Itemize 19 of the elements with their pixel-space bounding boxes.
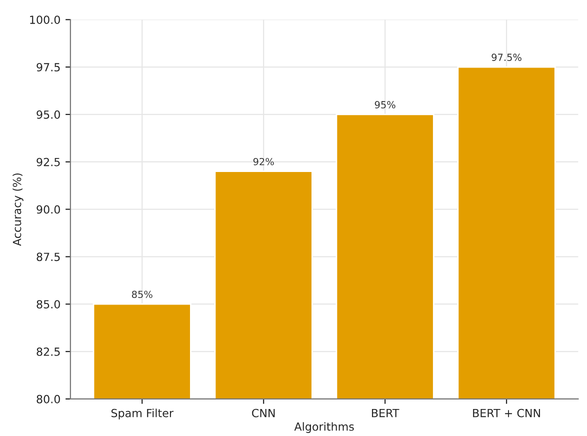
x-tick-label: BERT	[372, 409, 400, 418]
y-tick-label: 97.5	[36, 63, 60, 72]
data-label: 92%	[253, 158, 274, 166]
y-axis-title: Accuracy (%)	[12, 173, 24, 246]
y-tick-label: 95.0	[36, 110, 60, 119]
data-label: 85%	[132, 290, 152, 298]
y-tick-label: 80.0	[36, 394, 60, 404]
x-axis-title: Algorithms	[294, 422, 354, 433]
y-tick-label: 82.5	[36, 348, 60, 356]
data-label: 95%	[374, 101, 396, 108]
y-tick-label: 92.5	[36, 158, 60, 166]
x-tick-label: Spam Filter	[111, 408, 174, 420]
data-label: 97.5%	[492, 54, 522, 61]
y-tick-label: 87.5	[36, 252, 60, 262]
y-tick-label: 100.0	[30, 16, 60, 24]
y-tick-label: 90.0	[36, 205, 60, 214]
x-tick-label: BERT + CNN	[473, 408, 540, 418]
x-tick-label: CNN	[252, 408, 275, 418]
y-tick-label: 85.0	[36, 300, 60, 308]
